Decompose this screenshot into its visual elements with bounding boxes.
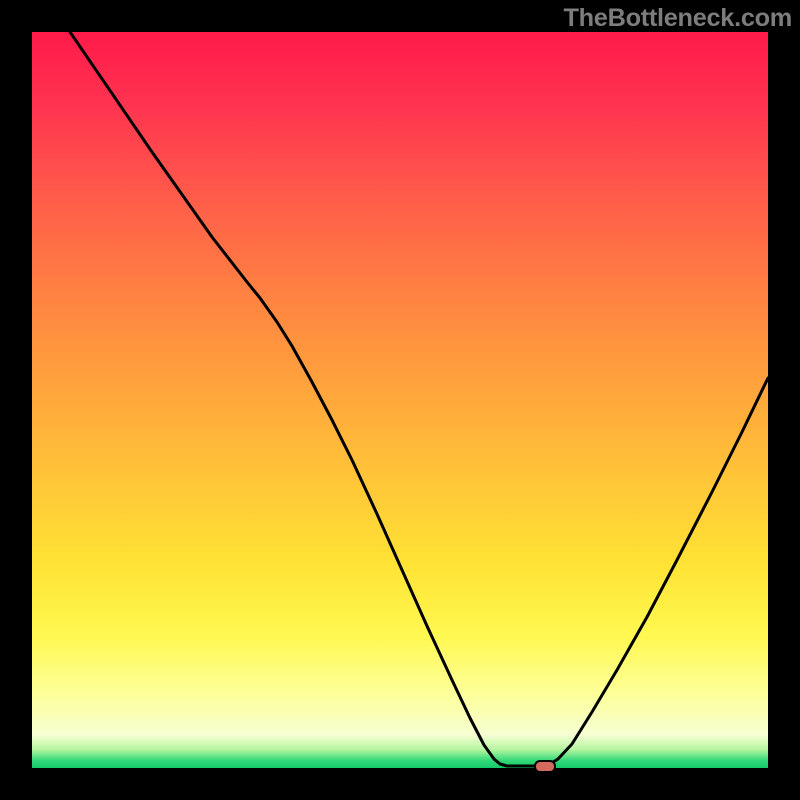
gradient-background [32,32,768,768]
watermark-text: TheBottleneck.com [563,4,792,33]
bottleneck-curve [70,32,768,766]
optimal-marker [534,760,556,773]
chart-canvas: TheBottleneck.com [0,0,800,800]
chart-svg [32,32,768,768]
plot-area [32,32,768,768]
